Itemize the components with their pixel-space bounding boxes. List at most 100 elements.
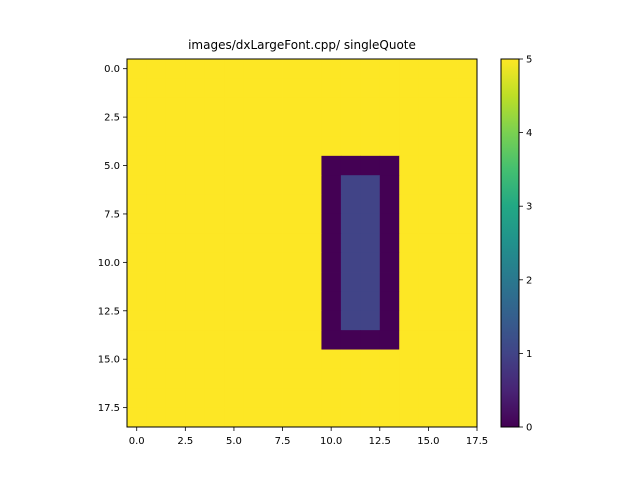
heatmap-cell bbox=[185, 213, 206, 234]
x-axis: 0.0 2.5 5.0 7.5 10.0 12.5 15.0 17.5 bbox=[129, 427, 488, 447]
heatmap-cell bbox=[224, 97, 245, 118]
heatmap-cell bbox=[282, 407, 303, 428]
heatmap-cell bbox=[379, 388, 400, 409]
heatmap-cell bbox=[418, 136, 439, 157]
heatmap-cell bbox=[399, 78, 420, 99]
heatmap-cell bbox=[146, 117, 167, 137]
heatmap-cell bbox=[224, 368, 245, 389]
heatmap-cell bbox=[185, 272, 206, 292]
heatmap-cell bbox=[204, 272, 225, 292]
heatmap-cell bbox=[127, 233, 147, 254]
heatmap-cell bbox=[146, 97, 167, 118]
heatmap-cell bbox=[457, 59, 478, 79]
heatmap-cell bbox=[127, 136, 147, 157]
heatmap-cell bbox=[127, 78, 147, 99]
heatmap-cell bbox=[360, 252, 381, 273]
heatmap-cell bbox=[127, 175, 147, 195]
heatmap-cell bbox=[185, 330, 206, 350]
heatmap-cell bbox=[224, 330, 245, 350]
heatmap-cell bbox=[146, 233, 167, 254]
heatmap-cell bbox=[165, 233, 186, 254]
heatmap-cell bbox=[165, 349, 186, 370]
heatmap-cell bbox=[165, 213, 186, 234]
x-tick-label: 15.0 bbox=[417, 436, 439, 447]
heatmap-cell bbox=[263, 59, 283, 79]
heatmap-cell bbox=[263, 407, 283, 428]
heatmap-cell bbox=[379, 78, 400, 99]
heatmap-cell bbox=[243, 310, 264, 331]
heatmap-cell bbox=[379, 272, 400, 292]
heatmap-cell bbox=[165, 78, 186, 99]
heatmap-cell bbox=[418, 194, 439, 215]
heatmap-cell bbox=[282, 272, 303, 292]
heatmap-cell bbox=[185, 388, 206, 409]
heatmap-cell bbox=[321, 349, 342, 370]
heatmap-cell bbox=[457, 117, 478, 137]
heatmap-cell bbox=[399, 194, 420, 215]
heatmap-cell bbox=[379, 310, 400, 331]
heatmap-cell bbox=[360, 407, 381, 428]
heatmap-cell bbox=[399, 310, 420, 331]
y-tick-label: 2.5 bbox=[104, 113, 120, 124]
colorbar-tick-label: 4 bbox=[526, 128, 532, 139]
heatmap-cell bbox=[321, 155, 342, 176]
heatmap-cell bbox=[243, 368, 264, 389]
heatmap-cell bbox=[243, 78, 264, 99]
heatmap-cell bbox=[224, 407, 245, 428]
heatmap-cell bbox=[243, 291, 264, 312]
heatmap-cell bbox=[321, 310, 342, 331]
heatmap-cell bbox=[185, 407, 206, 428]
heatmap-cell bbox=[185, 368, 206, 389]
heatmap-cell bbox=[302, 368, 322, 389]
heatmap-cell bbox=[379, 233, 400, 254]
heatmap-cell bbox=[165, 272, 186, 292]
y-tick-label: 0.0 bbox=[104, 64, 120, 75]
heatmap-cell bbox=[302, 310, 322, 331]
heatmap-cell bbox=[146, 291, 167, 312]
heatmap-cell bbox=[127, 330, 147, 350]
heatmap-cell bbox=[146, 78, 167, 99]
heatmap-cell bbox=[302, 330, 322, 350]
heatmap-cell bbox=[457, 97, 478, 118]
heatmap-cell bbox=[360, 272, 381, 292]
heatmap-cell bbox=[224, 155, 245, 176]
heatmap-cell bbox=[185, 349, 206, 370]
heatmap-cell bbox=[243, 155, 264, 176]
heatmap-cell bbox=[379, 117, 400, 137]
x-tick-label: 17.5 bbox=[466, 436, 488, 447]
heatmap-cell bbox=[282, 97, 303, 118]
heatmap-cell bbox=[418, 78, 439, 99]
heatmap-cell bbox=[340, 97, 361, 118]
heatmap-cell bbox=[243, 175, 264, 195]
heatmap-cell bbox=[204, 155, 225, 176]
heatmap-cell bbox=[146, 330, 167, 350]
heatmap-cell bbox=[263, 78, 283, 99]
heatmap-cell bbox=[379, 155, 400, 176]
heatmap-cell bbox=[321, 291, 342, 312]
heatmap-cell bbox=[321, 252, 342, 273]
heatmap-cell bbox=[185, 78, 206, 99]
y-tick-label: 17.5 bbox=[98, 403, 120, 414]
heatmap-cell bbox=[399, 213, 420, 234]
heatmap-cell bbox=[146, 310, 167, 331]
heatmap-cell bbox=[321, 213, 342, 234]
heatmap-cell bbox=[146, 388, 167, 409]
heatmap-cell bbox=[360, 349, 381, 370]
heatmap-cell bbox=[243, 407, 264, 428]
heatmap-cell bbox=[399, 97, 420, 118]
heatmap-cell bbox=[340, 155, 361, 176]
heatmap-cell bbox=[302, 59, 322, 79]
heatmap-cell bbox=[418, 252, 439, 273]
heatmap-cell bbox=[165, 388, 186, 409]
heatmap-cell bbox=[282, 194, 303, 215]
heatmap-cell bbox=[224, 349, 245, 370]
heatmap-cell bbox=[282, 233, 303, 254]
heatmap-cell bbox=[321, 388, 342, 409]
heatmap-cell bbox=[340, 368, 361, 389]
heatmap-cell bbox=[204, 78, 225, 99]
heatmap-cell bbox=[340, 194, 361, 215]
heatmap-cell bbox=[224, 78, 245, 99]
heatmap-cell bbox=[127, 291, 147, 312]
heatmap-cell bbox=[146, 368, 167, 389]
heatmap-cell bbox=[438, 213, 458, 234]
